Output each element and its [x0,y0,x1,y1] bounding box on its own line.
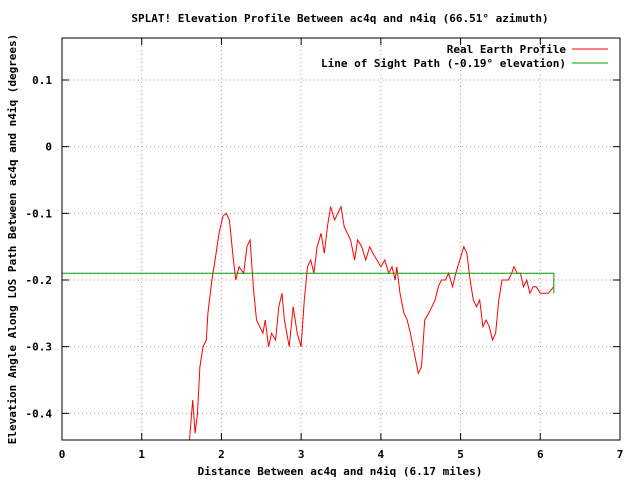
x-tick-label: 0 [59,448,66,461]
y-axis-ticks: 0.1 0 -0.1 -0.2 -0.3 -0.4 [26,74,620,420]
legend-label: Line of Sight Path (-0.19° elevation) [321,57,566,70]
y-tick-label: 0 [45,141,52,154]
x-axis-label: Distance Between ac4q and n4iq (6.17 mil… [198,465,483,478]
real-earth-profile-line [189,205,555,441]
series-layer [62,205,555,441]
x-tick-label: 3 [298,448,305,461]
line-of-sight-path-line [62,272,555,294]
legend-label: Real Earth Profile [447,43,567,56]
y-tick-label: -0.2 [26,274,53,287]
y-tick-label: 0.1 [32,74,52,87]
y-tick-label: -0.4 [26,407,53,420]
y-axis-label: Elevation Angle Along LOS Path Between a… [6,34,19,445]
y-tick-label: -0.3 [26,341,53,354]
x-tick-label: 2 [218,448,225,461]
x-tick-label: 6 [537,448,544,461]
x-tick-label: 1 [138,448,145,461]
chart-title: SPLAT! Elevation Profile Between ac4q an… [131,12,548,25]
x-tick-label: 4 [378,448,385,461]
grid-lines [61,38,621,440]
x-tick-label: 5 [457,448,464,461]
x-axis-ticks: 0 1 2 3 4 5 6 7 [59,38,624,461]
x-tick-label: 7 [617,448,624,461]
plot-frame [61,37,621,441]
y-tick-label: -0.1 [26,207,53,220]
